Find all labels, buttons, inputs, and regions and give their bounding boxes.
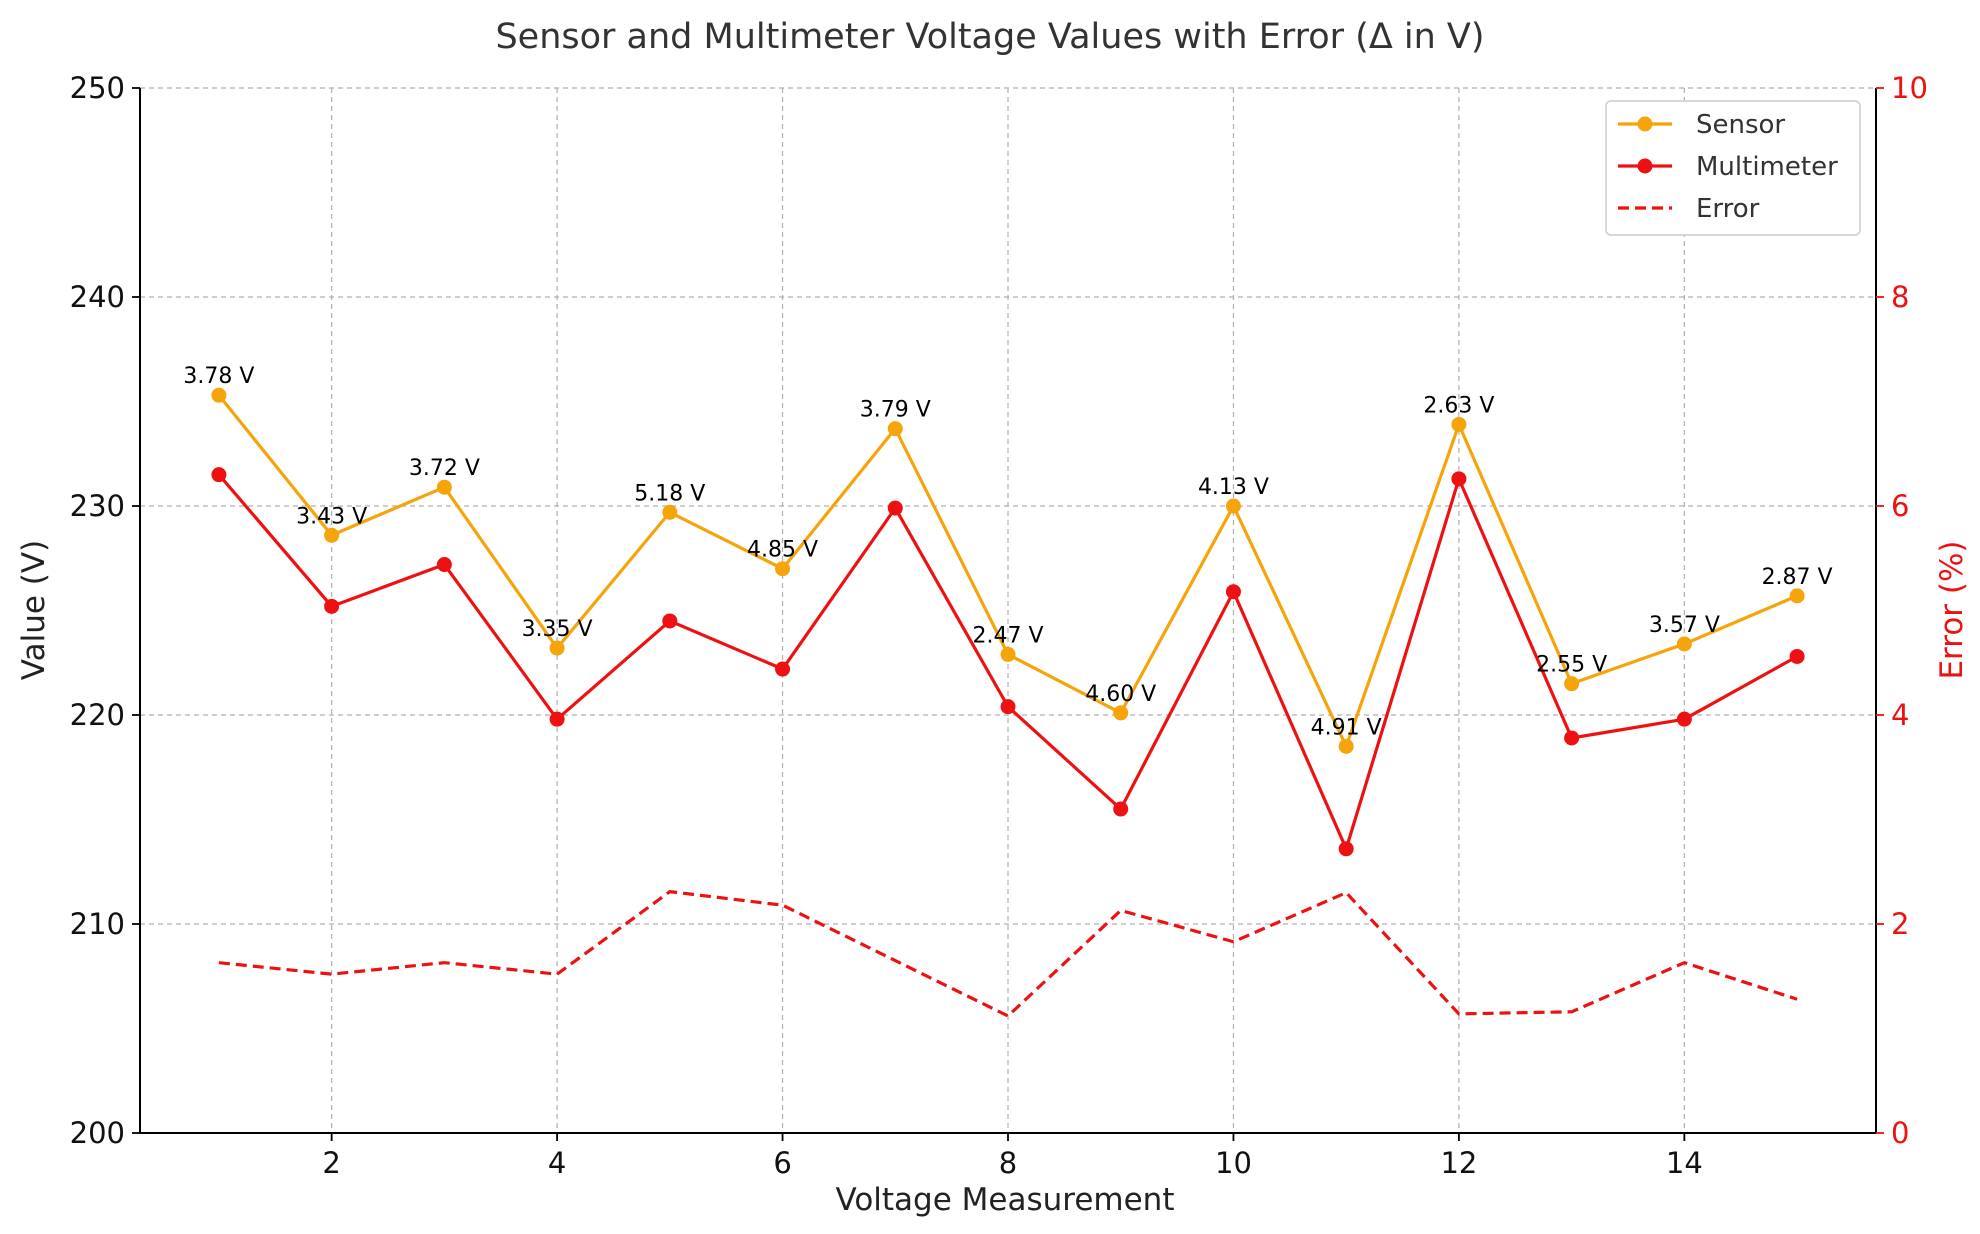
- data-label: 2.63 V: [1423, 393, 1494, 418]
- y-tick-label: 250: [70, 71, 125, 105]
- data-label: 5.18 V: [634, 481, 705, 506]
- x-tick-label: 6: [773, 1146, 791, 1180]
- multimeter-point: [549, 711, 565, 727]
- y-tick-label: 200: [70, 1116, 125, 1150]
- data-label: 3.43 V: [296, 504, 367, 529]
- data-label: 4.13 V: [1198, 475, 1269, 500]
- y2-axis-label: Error (%): [1934, 540, 1970, 679]
- sensor-point: [662, 504, 678, 520]
- x-tick-label: 2: [322, 1146, 340, 1180]
- legend-label-sensor: Sensor: [1696, 110, 1785, 140]
- sensor-point: [1564, 676, 1580, 692]
- multimeter-point: [1676, 711, 1692, 727]
- legend-label-error: Error: [1696, 194, 1760, 224]
- chart-title: Sensor and Multimeter Voltage Values wit…: [495, 17, 1484, 57]
- legend-box: [1605, 100, 1861, 236]
- sensor-point: [549, 640, 565, 656]
- multimeter-point: [887, 500, 903, 516]
- multimeter-point: [1451, 471, 1467, 487]
- data-label: 2.55 V: [1536, 653, 1607, 678]
- sensor-point: [1113, 705, 1129, 721]
- multimeter-point: [1789, 648, 1805, 664]
- multimeter-point: [1564, 730, 1580, 746]
- sensor-point: [1000, 646, 1016, 662]
- multimeter-point: [1113, 801, 1129, 817]
- legend-label-multimeter: Multimeter: [1696, 152, 1838, 182]
- sensor-point: [324, 527, 340, 543]
- y2-tick-label: 6: [1891, 489, 1909, 523]
- x-tick-label: 4: [548, 1146, 566, 1180]
- y-tick-label: 220: [70, 698, 125, 732]
- data-label: 3.35 V: [522, 617, 593, 642]
- sensor-point: [1676, 636, 1692, 652]
- sensor-point: [1789, 588, 1805, 604]
- y-tick-label: 210: [70, 907, 125, 941]
- x-tick-label: 14: [1666, 1146, 1703, 1180]
- multimeter-point: [436, 557, 452, 573]
- data-label: 3.78 V: [183, 364, 254, 389]
- sensor-point: [1451, 416, 1467, 432]
- y2-tick-label: 10: [1891, 71, 1928, 105]
- sensor-point: [775, 561, 791, 577]
- multimeter-point: [662, 613, 678, 629]
- y2-tick-label: 0: [1891, 1116, 1909, 1150]
- data-label: 3.72 V: [409, 456, 480, 481]
- data-label: 4.85 V: [747, 538, 818, 563]
- sensor-point: [1225, 498, 1241, 514]
- data-label: 3.79 V: [860, 398, 931, 423]
- legend-marker-sensor: [1637, 116, 1653, 132]
- multimeter-point: [211, 467, 227, 483]
- sensor-point: [436, 479, 452, 495]
- sensor-point: [887, 421, 903, 437]
- multimeter-point: [1225, 584, 1241, 600]
- x-tick-label: 12: [1440, 1146, 1477, 1180]
- data-label: 3.57 V: [1649, 613, 1720, 638]
- grid-lines: [140, 87, 1876, 1134]
- y2-tick-label: 4: [1891, 698, 1909, 732]
- data-label: 2.47 V: [972, 623, 1043, 648]
- y2-tick-label: 2: [1891, 907, 1909, 941]
- data-series: [211, 387, 1805, 1018]
- tick-labels: 2 4 6 8 10 12 14 200 210 220 230 240 250 0 2 4 6 8 10: [70, 71, 1928, 1180]
- sensor-point: [1338, 738, 1354, 754]
- legend-marker-multimeter: [1637, 158, 1653, 174]
- data-annotations: 3.78 V 3.43 V 3.72 V 3.35 V 5.18 V 4.85 V 3.79…: [183, 364, 1832, 740]
- multimeter-point: [324, 598, 340, 614]
- y-tick-label: 240: [70, 280, 125, 314]
- x-tick-label: 8: [999, 1146, 1017, 1180]
- sensor-point: [211, 387, 227, 403]
- data-label: 4.91 V: [1311, 715, 1382, 740]
- y2-tick-label: 8: [1891, 280, 1909, 314]
- x-axis-label: Voltage Measurement: [836, 1182, 1175, 1218]
- chart-legend: Sensor Multimeter Error: [1605, 100, 1861, 236]
- data-label: 2.87 V: [1762, 565, 1833, 590]
- x-tick-label: 10: [1215, 1146, 1252, 1180]
- multimeter-point: [1000, 699, 1016, 715]
- y-axis-label: Value (V): [16, 540, 52, 680]
- data-label: 4.60 V: [1085, 682, 1156, 707]
- error-line: [218, 890, 1798, 1018]
- multimeter-point: [775, 661, 791, 677]
- multimeter-point: [1338, 841, 1354, 857]
- y-tick-label: 230: [70, 489, 125, 523]
